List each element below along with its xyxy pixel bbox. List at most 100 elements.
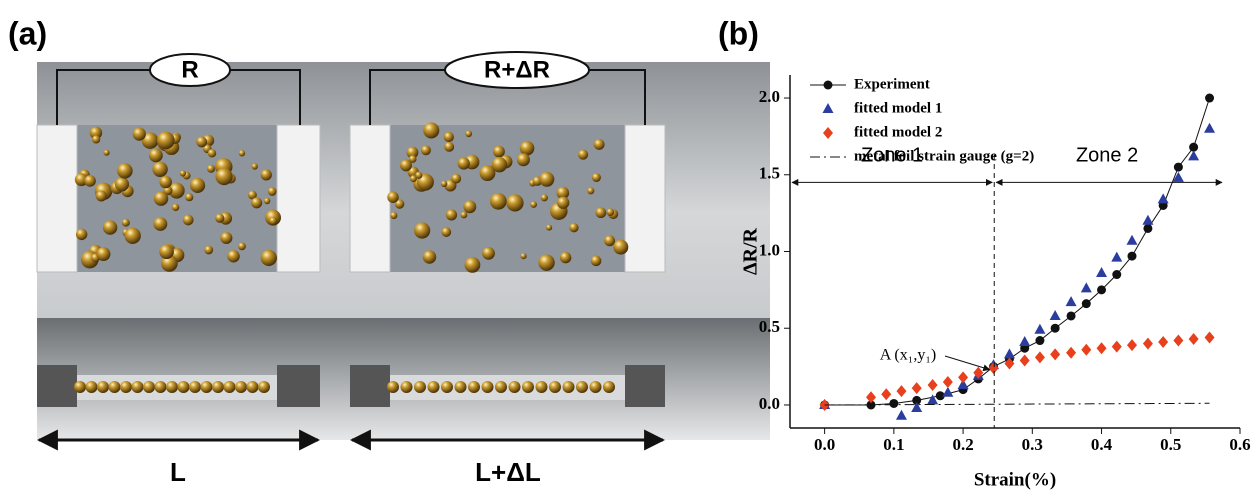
data-point <box>1035 336 1044 345</box>
length-label: L+ΔL <box>475 457 541 487</box>
data-point <box>1189 143 1198 152</box>
particle <box>132 381 144 393</box>
particle <box>190 178 205 193</box>
data-point <box>896 385 906 397</box>
particle <box>414 222 430 238</box>
particle <box>455 381 467 393</box>
data-point <box>912 382 922 394</box>
plot: 0.00.10.20.30.40.50.60.00.51.01.52.0Stra… <box>740 75 1251 490</box>
particle <box>541 194 548 201</box>
particle <box>103 220 117 234</box>
particle <box>207 165 215 173</box>
particle <box>493 146 505 158</box>
data-point <box>1143 224 1152 233</box>
annotation: A (x₁,y₁) <box>880 347 936 364</box>
particle <box>458 157 470 169</box>
particle <box>159 244 174 259</box>
particle <box>92 135 100 143</box>
particle <box>204 246 213 255</box>
particle <box>463 200 476 213</box>
data-point <box>1111 252 1122 262</box>
particle <box>495 381 507 393</box>
particle <box>517 153 530 166</box>
particle <box>509 381 521 393</box>
particle <box>97 381 109 393</box>
particle <box>592 173 601 182</box>
particle <box>196 136 207 147</box>
particle <box>465 257 481 273</box>
particle <box>428 381 440 393</box>
x-tick-label: 0.1 <box>883 435 904 454</box>
data-point <box>1004 348 1015 358</box>
particle <box>421 145 431 155</box>
particle <box>122 219 130 227</box>
particle <box>530 201 537 208</box>
data-point <box>1173 335 1183 347</box>
zone-label: Zone 2 <box>1076 145 1138 167</box>
data-point <box>1050 348 1060 360</box>
particle <box>444 142 454 152</box>
y-tick-label: 1.0 <box>759 240 780 259</box>
particle <box>178 381 190 393</box>
particle <box>157 132 175 150</box>
particle <box>578 150 588 160</box>
x-tick-label: 0.2 <box>952 435 973 454</box>
particle <box>172 204 179 211</box>
particle <box>401 381 413 393</box>
particle <box>594 139 605 150</box>
particle <box>115 177 129 191</box>
particle <box>247 381 259 393</box>
particle <box>468 381 480 393</box>
particle <box>152 162 167 177</box>
particle <box>492 157 507 172</box>
electrode <box>37 125 77 272</box>
particle <box>415 172 422 179</box>
data-point <box>896 410 907 420</box>
data-point <box>1019 336 1030 346</box>
particle <box>569 223 578 232</box>
x-tick-label: 0.0 <box>814 435 835 454</box>
particle <box>441 381 453 393</box>
legend-marker <box>824 81 833 90</box>
x-tick-label: 0.4 <box>1091 435 1113 454</box>
data-point <box>1097 342 1107 354</box>
particle <box>224 381 236 393</box>
data-point <box>1081 344 1091 356</box>
particle <box>591 256 602 267</box>
particle <box>506 194 523 211</box>
legend-marker <box>823 103 834 113</box>
particle <box>117 163 132 178</box>
particle <box>423 250 436 263</box>
electrode <box>350 125 390 272</box>
particle <box>520 253 526 259</box>
electrode <box>277 125 320 272</box>
particle <box>563 381 575 393</box>
particle <box>444 132 454 142</box>
particle <box>603 381 615 393</box>
particle <box>520 141 535 156</box>
particle <box>268 187 277 196</box>
y-tick-label: 0.5 <box>759 317 780 336</box>
x-tick-label: 0.6 <box>1229 435 1250 454</box>
data-point <box>1127 339 1137 351</box>
particle <box>261 250 277 266</box>
particle <box>269 217 277 225</box>
data-point <box>1066 347 1076 359</box>
particle <box>264 198 270 204</box>
x-tick-label: 0.5 <box>1160 435 1181 454</box>
particle <box>522 381 534 393</box>
length-label: L <box>170 457 186 487</box>
particle <box>84 175 96 187</box>
particle <box>261 169 272 180</box>
data-point <box>889 399 898 408</box>
data-point <box>1067 311 1076 320</box>
particle <box>208 149 216 157</box>
data-point <box>1112 341 1122 353</box>
legend-label: fitted model 2 <box>854 124 942 140</box>
page: (a) R R+ΔR L L+ΔL (b) 0.00.10.20.30.40.5… <box>0 0 1252 492</box>
particle <box>451 174 461 184</box>
particle <box>185 193 193 201</box>
data-point <box>1066 296 1077 306</box>
particle <box>235 381 247 393</box>
particle <box>252 163 258 169</box>
